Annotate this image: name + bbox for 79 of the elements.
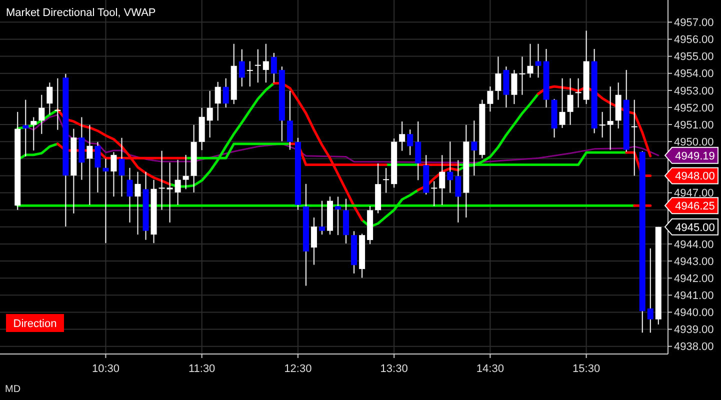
y-tick-label: 4940.00 [674, 307, 714, 320]
candlestick [206, 90, 213, 138]
candlestick [30, 116, 37, 151]
candlestick [407, 128, 414, 156]
candlestick [158, 150, 165, 210]
candlestick [246, 60, 253, 87]
x-tick-label: 14:30 [476, 363, 504, 375]
candlestick [607, 86, 614, 150]
candlestick [631, 99, 638, 176]
text: 4945.00 [675, 222, 715, 234]
candlestick [399, 120, 406, 152]
text: 4948.00 [675, 170, 715, 183]
text: 4949.19 [675, 150, 715, 162]
candlestick [126, 167, 133, 223]
candlestick [118, 137, 125, 198]
candlestick [599, 111, 606, 138]
candlestick [166, 162, 173, 223]
candlestick [431, 180, 438, 207]
annotation: Direction [13, 318, 57, 330]
y-tick-label: 4942.00 [674, 272, 714, 285]
candlestick [182, 154, 189, 190]
y-tick-label: 4938.00 [674, 341, 714, 354]
candlestick [567, 78, 574, 126]
y-tick-label: 4944.00 [674, 238, 714, 251]
candlestick [335, 196, 342, 236]
candlestick [383, 168, 390, 194]
candlestick [487, 86, 494, 112]
candlestick [415, 120, 422, 181]
candlestick [254, 48, 261, 84]
y-tick-label: 4950.00 [674, 136, 714, 148]
candlestick [110, 152, 117, 198]
candlestick [22, 99, 29, 157]
candlestick [575, 78, 582, 108]
y-tick-label: 4955.00 [674, 51, 714, 64]
x-tick-label: 15:30 [572, 363, 600, 375]
y-tick-label: 4953.00 [674, 85, 714, 98]
x-tick-label: 12:30 [284, 363, 312, 375]
candlestick [46, 82, 53, 115]
y-tick-label: 4957.00 [674, 17, 714, 30]
candlestick [174, 159, 181, 206]
candlestick [471, 120, 478, 176]
candlestick [238, 48, 245, 87]
x-tick-label: 10:30 [92, 363, 120, 375]
candlestick [134, 171, 141, 236]
candlestick [214, 81, 221, 122]
candlestick [318, 200, 325, 236]
candlestick [94, 141, 101, 193]
text: Market Directional Tool, VWAP [6, 7, 156, 19]
candlestick [310, 217, 317, 266]
y-tick-label: 4943.00 [674, 256, 714, 268]
y-tick-label: 4956.00 [674, 34, 714, 46]
y-tick-label: 4954.00 [674, 68, 714, 80]
y-tick-label: 4952.00 [674, 102, 714, 114]
candlestick [527, 43, 534, 78]
text: MD [5, 384, 21, 395]
candlestick [495, 56, 502, 100]
candlestick [38, 94, 45, 134]
candlestick [447, 141, 454, 194]
y-tick-label: 4939.00 [674, 324, 714, 336]
candlestick [286, 90, 293, 150]
candlestick [102, 158, 109, 244]
candlestick [455, 160, 462, 223]
candlestick [222, 78, 229, 108]
candlestick [439, 154, 446, 206]
x-tick-label: 13:30 [380, 363, 408, 375]
candlestick [519, 56, 526, 96]
candlestick [262, 43, 269, 84]
y-tick-label: 4941.00 [674, 290, 714, 302]
candlestick [535, 43, 542, 78]
candlestick [511, 69, 518, 105]
candlestick [54, 78, 61, 130]
candlestick [86, 124, 93, 206]
y-tick-label: 4951.00 [674, 119, 714, 132]
y-tick-label: 4947.00 [674, 188, 714, 200]
candlestick [647, 248, 654, 334]
text: 4946.25 [675, 200, 715, 212]
candlestick [270, 52, 277, 84]
x-tick-label: 11:30 [188, 363, 216, 375]
candlestick [559, 78, 566, 128]
